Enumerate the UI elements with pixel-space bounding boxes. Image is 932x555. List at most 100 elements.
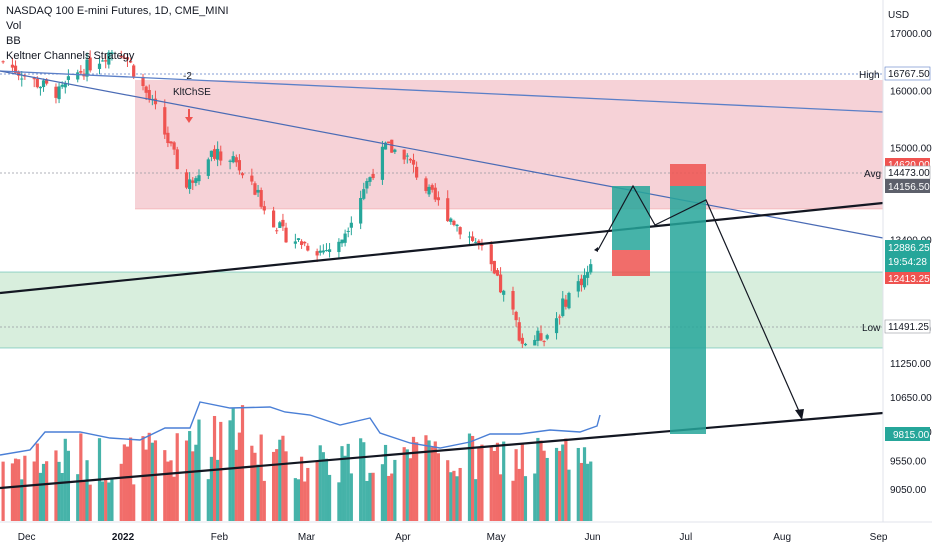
volume-bar <box>343 455 347 521</box>
candle-body <box>1 61 5 63</box>
volume-bar <box>346 443 350 521</box>
volume-bar <box>237 432 242 521</box>
candle-body <box>424 178 428 191</box>
volume-bar <box>586 463 590 521</box>
candle-body <box>495 270 500 276</box>
candle-body <box>259 190 263 207</box>
candle-body <box>564 299 568 307</box>
volume-bar <box>576 447 580 521</box>
high-label: High <box>859 70 880 81</box>
candle-body <box>32 78 36 80</box>
volume-bar <box>579 462 584 521</box>
volume-bar <box>110 478 114 521</box>
candle-body <box>66 76 71 80</box>
indicator-bb[interactable]: BB <box>6 35 21 47</box>
last-level-tag: 14156.50 <box>888 182 930 193</box>
volume-trendline <box>0 411 884 490</box>
candle-body <box>107 52 111 65</box>
volume-bar <box>128 437 133 521</box>
volume-bar <box>250 445 254 521</box>
candle-body <box>545 335 549 339</box>
volume-bar <box>321 452 325 521</box>
volume-bar <box>41 463 46 521</box>
volume-bar <box>589 461 593 521</box>
volume-bar <box>13 458 18 521</box>
indicator-vol[interactable]: Vol <box>6 20 22 32</box>
sell-arrow-icon <box>185 109 193 123</box>
candle-body <box>452 220 456 225</box>
price-tick-label: 10650.00 <box>890 393 932 404</box>
candle-body <box>492 260 496 274</box>
volume-bar <box>393 459 397 521</box>
volume-bar <box>141 436 145 521</box>
candle-body <box>169 141 173 144</box>
candle-body <box>433 187 437 200</box>
volume-bar <box>433 441 437 521</box>
volume-bar <box>340 446 344 521</box>
candle-body <box>430 185 434 190</box>
candle-body <box>514 311 518 321</box>
symbol-title[interactable]: NASDAQ 100 E-mini Futures, 1D, CME_MINI <box>6 5 229 17</box>
candle-body <box>76 72 80 80</box>
volume-bar <box>489 446 493 521</box>
volume-bar <box>293 478 297 521</box>
candle-body <box>284 227 288 243</box>
candle-body <box>132 65 136 77</box>
volume-bar <box>122 444 126 521</box>
candle-body <box>576 281 580 292</box>
volume-bar <box>561 444 565 521</box>
volume-bar <box>492 450 496 521</box>
volume-bar <box>1 461 5 521</box>
candle-body <box>390 139 394 153</box>
volume-bar <box>371 472 375 521</box>
candle-body <box>405 155 409 157</box>
time-tick-label: Mar <box>298 532 316 543</box>
volume-bar <box>212 415 217 521</box>
volume-bar <box>430 447 434 521</box>
volume-bar <box>253 452 257 521</box>
volume-bar <box>147 432 151 521</box>
candle-body <box>536 330 540 341</box>
candle-body <box>110 52 114 55</box>
candle-body <box>184 172 189 188</box>
volume-bar <box>125 446 130 521</box>
indicator-keltner[interactable]: Keltner Channels Strategy <box>6 50 135 62</box>
candle-body <box>125 57 130 60</box>
candle-body <box>582 275 587 288</box>
volume-bar <box>85 460 89 521</box>
candle-body <box>191 180 195 183</box>
price-tick-label: 15000.00 <box>890 144 932 155</box>
candle-body <box>383 142 388 150</box>
trendline-lower-blue <box>0 70 884 239</box>
candle-body <box>371 173 375 179</box>
candle-body <box>97 63 102 69</box>
marker-label: -2 <box>183 71 192 82</box>
volume-bar <box>169 460 173 521</box>
candle-body <box>54 86 58 98</box>
volume-bar <box>194 444 198 521</box>
volume-bar <box>10 463 15 521</box>
time-tick-label: Jun <box>584 532 600 543</box>
candle-body <box>411 159 416 165</box>
volume-bar <box>188 431 192 521</box>
volume-bar <box>520 444 524 521</box>
candle-body <box>20 78 24 80</box>
volume-bar <box>163 450 167 521</box>
candle-body <box>303 241 307 244</box>
candle-body <box>79 71 83 73</box>
candle-body <box>368 177 372 182</box>
volume-bar <box>564 438 568 521</box>
volume-bar <box>554 447 559 521</box>
high-value-tag: 16767.50 <box>888 69 930 80</box>
volume-bar <box>35 443 39 521</box>
candle-body <box>13 65 18 73</box>
candle-body <box>579 278 584 286</box>
volume-bar <box>17 459 21 521</box>
candle-body <box>253 183 257 195</box>
volume-bar <box>327 474 332 521</box>
candle-body <box>474 241 478 243</box>
stop-box-1 <box>612 250 650 276</box>
volume-bar <box>191 451 195 521</box>
candle-body <box>455 224 459 227</box>
candle-body <box>38 86 43 89</box>
